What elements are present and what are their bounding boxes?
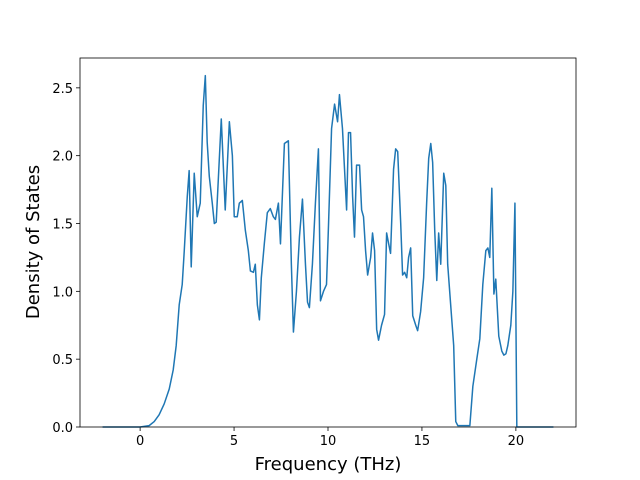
y-tick-label: 1.0 — [52, 285, 73, 300]
y-tick-label: 1.5 — [52, 218, 73, 233]
plot-frame — [79, 57, 577, 428]
y-axis-label: Density of States — [23, 165, 44, 319]
x-tick-label: 5 — [230, 434, 238, 449]
y-tick-label: 2.5 — [52, 82, 73, 97]
y-tick-label: 0.5 — [52, 353, 73, 368]
x-tick-label: 20 — [508, 434, 525, 449]
y-tick-label: 2.0 — [52, 150, 73, 165]
x-tick-label: 10 — [320, 434, 337, 449]
y-tick-label: 0.0 — [52, 421, 73, 436]
x-axis-label: Frequency (THz) — [255, 454, 402, 475]
line — [102, 74, 554, 428]
x-tick-label: 15 — [414, 434, 431, 449]
x-tick-label: 0 — [136, 434, 144, 449]
